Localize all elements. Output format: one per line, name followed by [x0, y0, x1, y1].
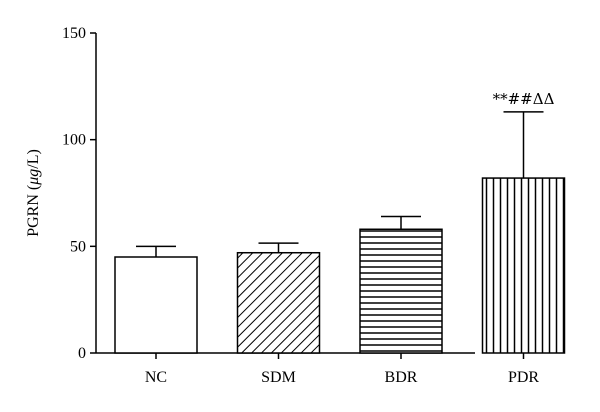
y-axis-title: PGRN (μg/L) [25, 149, 42, 237]
y-tick-label: 0 [78, 345, 86, 362]
y-axis-title-part-1: PGRN ( [25, 185, 42, 237]
bar-pdr [481, 177, 566, 354]
y-axis-title-part-3: /L) [25, 149, 42, 169]
y-tick-label: 100 [62, 132, 86, 149]
bar-nc [114, 256, 198, 354]
y-tick-label: 150 [62, 25, 86, 42]
y-tick-label: 50 [70, 238, 86, 255]
x-tick-label-pdr: PDR [508, 369, 539, 386]
bar-bdr [359, 228, 443, 354]
bar-sdm [236, 251, 321, 354]
significance-annotation: **##ΔΔ [493, 90, 555, 108]
labels: 0 50 100 150 NC SDM BDR PDR **##ΔΔ [62, 25, 555, 386]
bars [114, 111, 566, 354]
y-axis-title-unit-prefix: μg [25, 169, 42, 186]
x-tick-label-sdm: SDM [261, 369, 296, 386]
x-tick-label-bdr: BDR [385, 369, 418, 386]
x-tick-label-nc: NC [145, 369, 167, 386]
